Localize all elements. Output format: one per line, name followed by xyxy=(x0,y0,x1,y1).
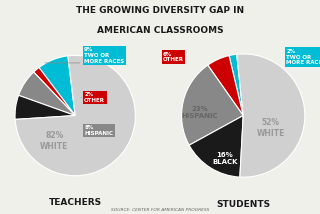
Text: 6%
OTHER: 6% OTHER xyxy=(163,52,184,62)
Text: TEACHERS: TEACHERS xyxy=(49,198,102,207)
Text: AMERICAN CLASSROOMS: AMERICAN CLASSROOMS xyxy=(97,26,223,35)
Wedge shape xyxy=(39,56,75,116)
Text: 2%
OTHER: 2% OTHER xyxy=(84,92,105,103)
Text: SOURCE: CENTER FOR AMERICAN PROGRESS: SOURCE: CENTER FOR AMERICAN PROGRESS xyxy=(111,208,209,212)
Wedge shape xyxy=(189,116,243,177)
Text: 82%
WHITE: 82% WHITE xyxy=(40,131,68,151)
Text: 8%
HISPANIC: 8% HISPANIC xyxy=(84,125,113,136)
Wedge shape xyxy=(237,54,305,177)
Wedge shape xyxy=(15,55,135,176)
Text: 2%
TWO OR
MORE RACES: 2% TWO OR MORE RACES xyxy=(286,49,320,65)
Wedge shape xyxy=(208,56,243,116)
Text: 23%
HISPANIC: 23% HISPANIC xyxy=(182,106,218,119)
Text: STUDENTS: STUDENTS xyxy=(216,200,270,209)
Wedge shape xyxy=(19,72,75,116)
Wedge shape xyxy=(34,67,75,116)
Text: 52%
WHITE: 52% WHITE xyxy=(257,118,285,138)
Wedge shape xyxy=(15,95,75,119)
Text: 9%
TWO OR
MORE RACES: 9% TWO OR MORE RACES xyxy=(84,47,124,64)
Text: THE GROWING DIVERSITY GAP IN: THE GROWING DIVERSITY GAP IN xyxy=(76,6,244,15)
Text: 16%
BLACK: 16% BLACK xyxy=(212,152,237,165)
Wedge shape xyxy=(181,65,243,145)
Wedge shape xyxy=(229,54,243,116)
